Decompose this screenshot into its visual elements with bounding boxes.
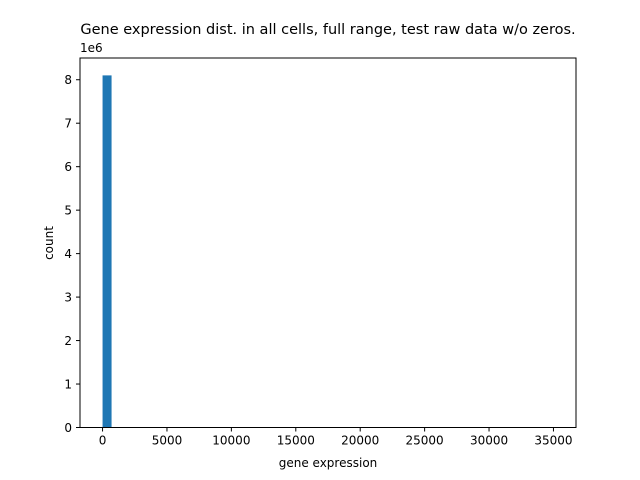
plot-frame — [79, 57, 577, 428]
y-tick-label: 4 — [64, 247, 72, 261]
y-tick-label: 7 — [64, 117, 72, 131]
y-tick-label: 1 — [64, 378, 72, 392]
x-tick-label: 15000 — [277, 434, 315, 448]
bars-group — [102, 75, 112, 428]
x-tick-label: 0 — [99, 434, 107, 448]
x-axis-label: gene expression — [279, 456, 378, 470]
y-tick-label: 8 — [64, 73, 72, 87]
y-axis-label: count — [42, 226, 56, 260]
y-tick-label: 5 — [64, 204, 72, 218]
y-tick-label: 6 — [64, 160, 72, 174]
y-axis-ticks: 0 1 2 3 4 5 6 7 8 — [64, 73, 80, 435]
x-tick-label: 5000 — [152, 434, 183, 448]
x-axis-ticks: 0 5000 10000 15000 20000 25000 30000 35000 — [99, 427, 573, 448]
chart-title: Gene expression dist. in all cells, full… — [80, 22, 575, 38]
x-tick-label: 35000 — [534, 434, 572, 448]
x-tick-label: 20000 — [341, 434, 379, 448]
y-tick-label: 0 — [64, 421, 72, 435]
y-tick-label: 2 — [64, 334, 72, 348]
x-tick-label: 30000 — [470, 434, 508, 448]
y-tick-label: 3 — [64, 291, 72, 305]
x-tick-label: 10000 — [212, 434, 250, 448]
y-axis-offset-label: 1e6 — [80, 41, 103, 55]
histogram-bar-0 — [102, 75, 112, 428]
x-tick-label: 25000 — [406, 434, 444, 448]
